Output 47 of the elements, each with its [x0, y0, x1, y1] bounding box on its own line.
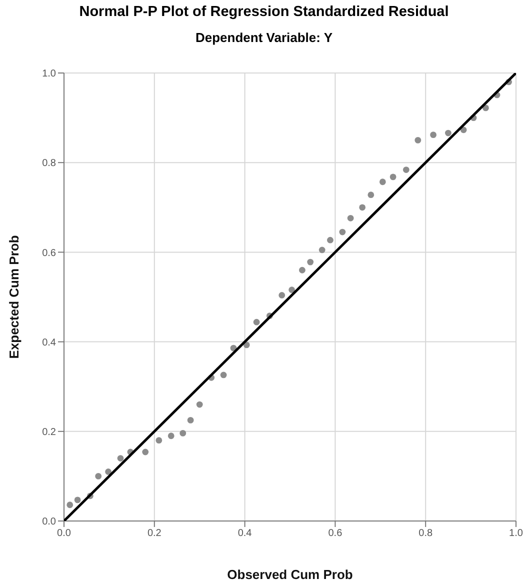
y-tick-label: 0.4 [42, 337, 56, 348]
point [347, 214, 354, 222]
x-tick-label: 0.0 [57, 528, 72, 540]
point [253, 318, 260, 326]
point [445, 130, 452, 136]
point [105, 468, 112, 475]
point [390, 174, 396, 180]
x-tick-label: 0.2 [147, 528, 162, 540]
point [220, 372, 227, 378]
point [482, 104, 489, 112]
point [187, 417, 194, 424]
point [95, 473, 102, 480]
point [318, 246, 326, 254]
point [327, 236, 334, 244]
point [339, 228, 346, 236]
chart-title: Normal P-P Plot of Regression Standardized Residual [78, 4, 450, 20]
point [368, 192, 374, 198]
x-tick-label: 0.8 [418, 528, 433, 540]
point [156, 437, 162, 444]
point [299, 266, 306, 274]
point [307, 258, 314, 266]
point [243, 342, 250, 348]
y-tick-label: 0.6 [42, 248, 56, 259]
y-tick-label: 0.2 [42, 426, 56, 438]
point [66, 502, 74, 508]
point [168, 432, 174, 440]
point [74, 496, 81, 504]
x-tick-label: 0.4 [238, 528, 252, 540]
point [278, 292, 286, 298]
point [414, 137, 422, 144]
point [117, 455, 124, 462]
y-tick-label: 1.0 [42, 68, 56, 80]
y-tick-label: 0.8 [42, 158, 56, 170]
x-tick-label: 0.6 [328, 528, 343, 540]
point [142, 448, 149, 456]
point [402, 166, 410, 173]
point [180, 430, 186, 436]
point [430, 132, 436, 138]
point [288, 286, 296, 294]
chart-subtitle: Dependent Variable: Y [194, 30, 334, 45]
point [379, 178, 386, 186]
y-axis-title: Expected Cum Prob [6, 235, 22, 359]
x-axis-title: Observed Cum Prob [227, 567, 353, 582]
point [359, 204, 366, 211]
x-tick-label: 1.0 [509, 528, 524, 540]
point [196, 401, 203, 408]
y-tick-label: 0.0 [42, 516, 56, 528]
